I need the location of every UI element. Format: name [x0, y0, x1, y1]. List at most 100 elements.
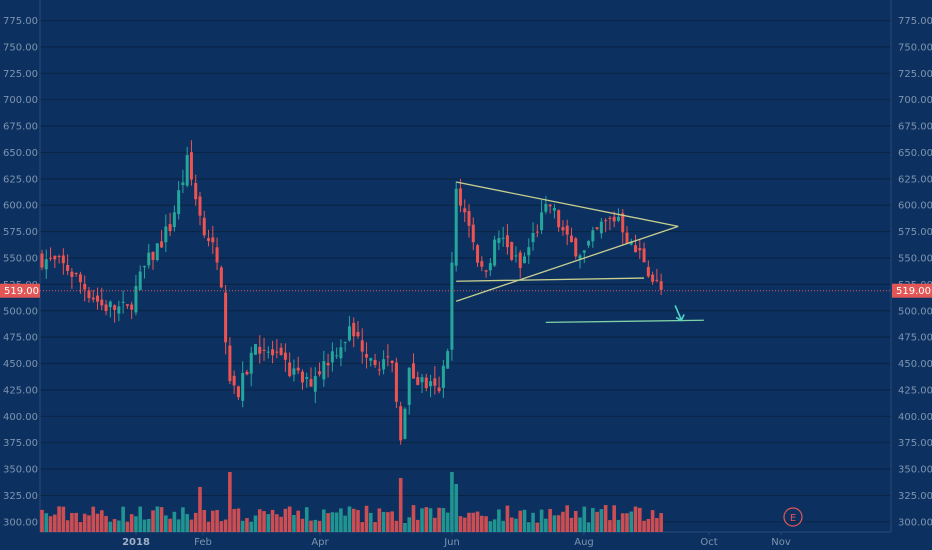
- candle-body: [390, 360, 394, 364]
- volume-bar: [219, 521, 224, 532]
- volume-bar: [223, 519, 228, 532]
- candle-body: [540, 212, 544, 231]
- volume-bar: [364, 505, 369, 532]
- volume-bar: [642, 520, 646, 532]
- candle-body: [121, 301, 125, 303]
- volume-bar: [304, 507, 309, 532]
- y-tick-label-left: 400.00: [3, 412, 38, 423]
- y-tick-label-right: 400.00: [898, 412, 932, 423]
- candle-body: [198, 196, 202, 216]
- candle-body: [104, 304, 108, 312]
- volume-bar: [659, 513, 663, 532]
- y-tick-label-right: 575.00: [898, 227, 932, 238]
- volume-bar: [612, 505, 616, 532]
- volume-bar: [360, 521, 365, 532]
- target-line[interactable]: [545, 319, 704, 324]
- y-tick-label-right: 300.00: [898, 517, 932, 528]
- volume-bar: [586, 522, 591, 532]
- candle-body: [113, 305, 117, 310]
- candle-body: [322, 361, 326, 380]
- earnings-marker-icon[interactable]: [783, 507, 803, 527]
- y-tick-label-left: 375.00: [3, 438, 38, 449]
- y-tick-label-left: 675.00: [3, 122, 38, 133]
- candle-body: [147, 252, 151, 266]
- candle-body: [582, 250, 586, 253]
- candle-body: [100, 299, 104, 306]
- volume-bar: [599, 509, 604, 532]
- volume-bar: [168, 518, 172, 532]
- candle-body: [450, 262, 454, 350]
- volume-bar: [108, 521, 113, 532]
- candle-body: [382, 359, 386, 370]
- candle-body: [651, 274, 655, 282]
- x-tick-label: 2018: [122, 537, 150, 548]
- volume-bar: [415, 519, 420, 532]
- volume-bar: [249, 521, 254, 532]
- volume-bar: [283, 508, 288, 532]
- y-tick-label-right: 600.00: [898, 201, 932, 212]
- triangle-lower-trendline[interactable]: [455, 225, 679, 302]
- candle-body: [441, 365, 445, 388]
- volume-bar: [561, 511, 565, 532]
- y-tick-label-left: 650.00: [3, 148, 38, 159]
- volume-bar: [458, 516, 463, 532]
- volume-bar: [330, 512, 335, 532]
- volume-bar: [211, 510, 215, 532]
- volume-bar: [339, 508, 343, 532]
- volume-bar: [228, 472, 232, 532]
- candle-body: [87, 290, 91, 298]
- volume-bar: [625, 513, 629, 532]
- volume-bar: [646, 519, 651, 532]
- volume-bar: [53, 514, 57, 532]
- volume-bar: [44, 513, 49, 532]
- candle-body: [365, 354, 369, 358]
- candle-body: [557, 210, 561, 228]
- candle-body: [318, 371, 322, 375]
- support-line[interactable]: [456, 277, 645, 282]
- candle-body: [168, 224, 172, 232]
- volume-bar: [65, 520, 70, 532]
- y-tick-label-left: 600.00: [3, 201, 38, 212]
- volume-bar: [134, 516, 138, 532]
- last-price-badge-right: [892, 283, 932, 298]
- candles: [40, 140, 663, 445]
- volume-bar: [424, 507, 429, 532]
- candle-body: [621, 213, 625, 233]
- down-arrow-icon[interactable]: [674, 305, 682, 320]
- volume-bar: [471, 512, 476, 532]
- volume-bar: [351, 508, 356, 532]
- y-tick-label-left: 300.00: [3, 517, 38, 528]
- y-tick-label-right: 625.00: [898, 174, 932, 185]
- candle-body: [471, 224, 475, 243]
- candle-body: [429, 381, 433, 387]
- candle-body: [283, 352, 287, 360]
- volume-bar: [450, 472, 454, 532]
- volume-bar: [257, 509, 262, 532]
- candle-body: [394, 362, 398, 402]
- candle-body: [535, 231, 539, 233]
- volume-bar: [202, 509, 207, 532]
- volume-bar: [633, 506, 638, 532]
- candle-body: [433, 378, 437, 386]
- volume-bar: [112, 519, 117, 532]
- candle-body: [552, 208, 556, 211]
- volume-bar: [87, 515, 91, 532]
- candle-body: [638, 248, 642, 251]
- candle-body: [61, 255, 65, 264]
- candle-body: [629, 241, 633, 245]
- triangle-upper-trendline[interactable]: [456, 181, 679, 227]
- x-tick-label: Jun: [443, 537, 460, 548]
- candle-body: [305, 377, 309, 379]
- candle-body: [484, 270, 488, 272]
- candle-body: [211, 237, 215, 243]
- volume-bar: [373, 522, 377, 532]
- candle-body: [591, 230, 595, 242]
- candle-body: [164, 226, 168, 243]
- x-tick-label: Nov: [771, 537, 791, 548]
- candle-body: [476, 245, 480, 263]
- volume-bar: [117, 520, 121, 532]
- y-tick-label-right: 450.00: [898, 359, 932, 370]
- volume-bar: [287, 506, 292, 532]
